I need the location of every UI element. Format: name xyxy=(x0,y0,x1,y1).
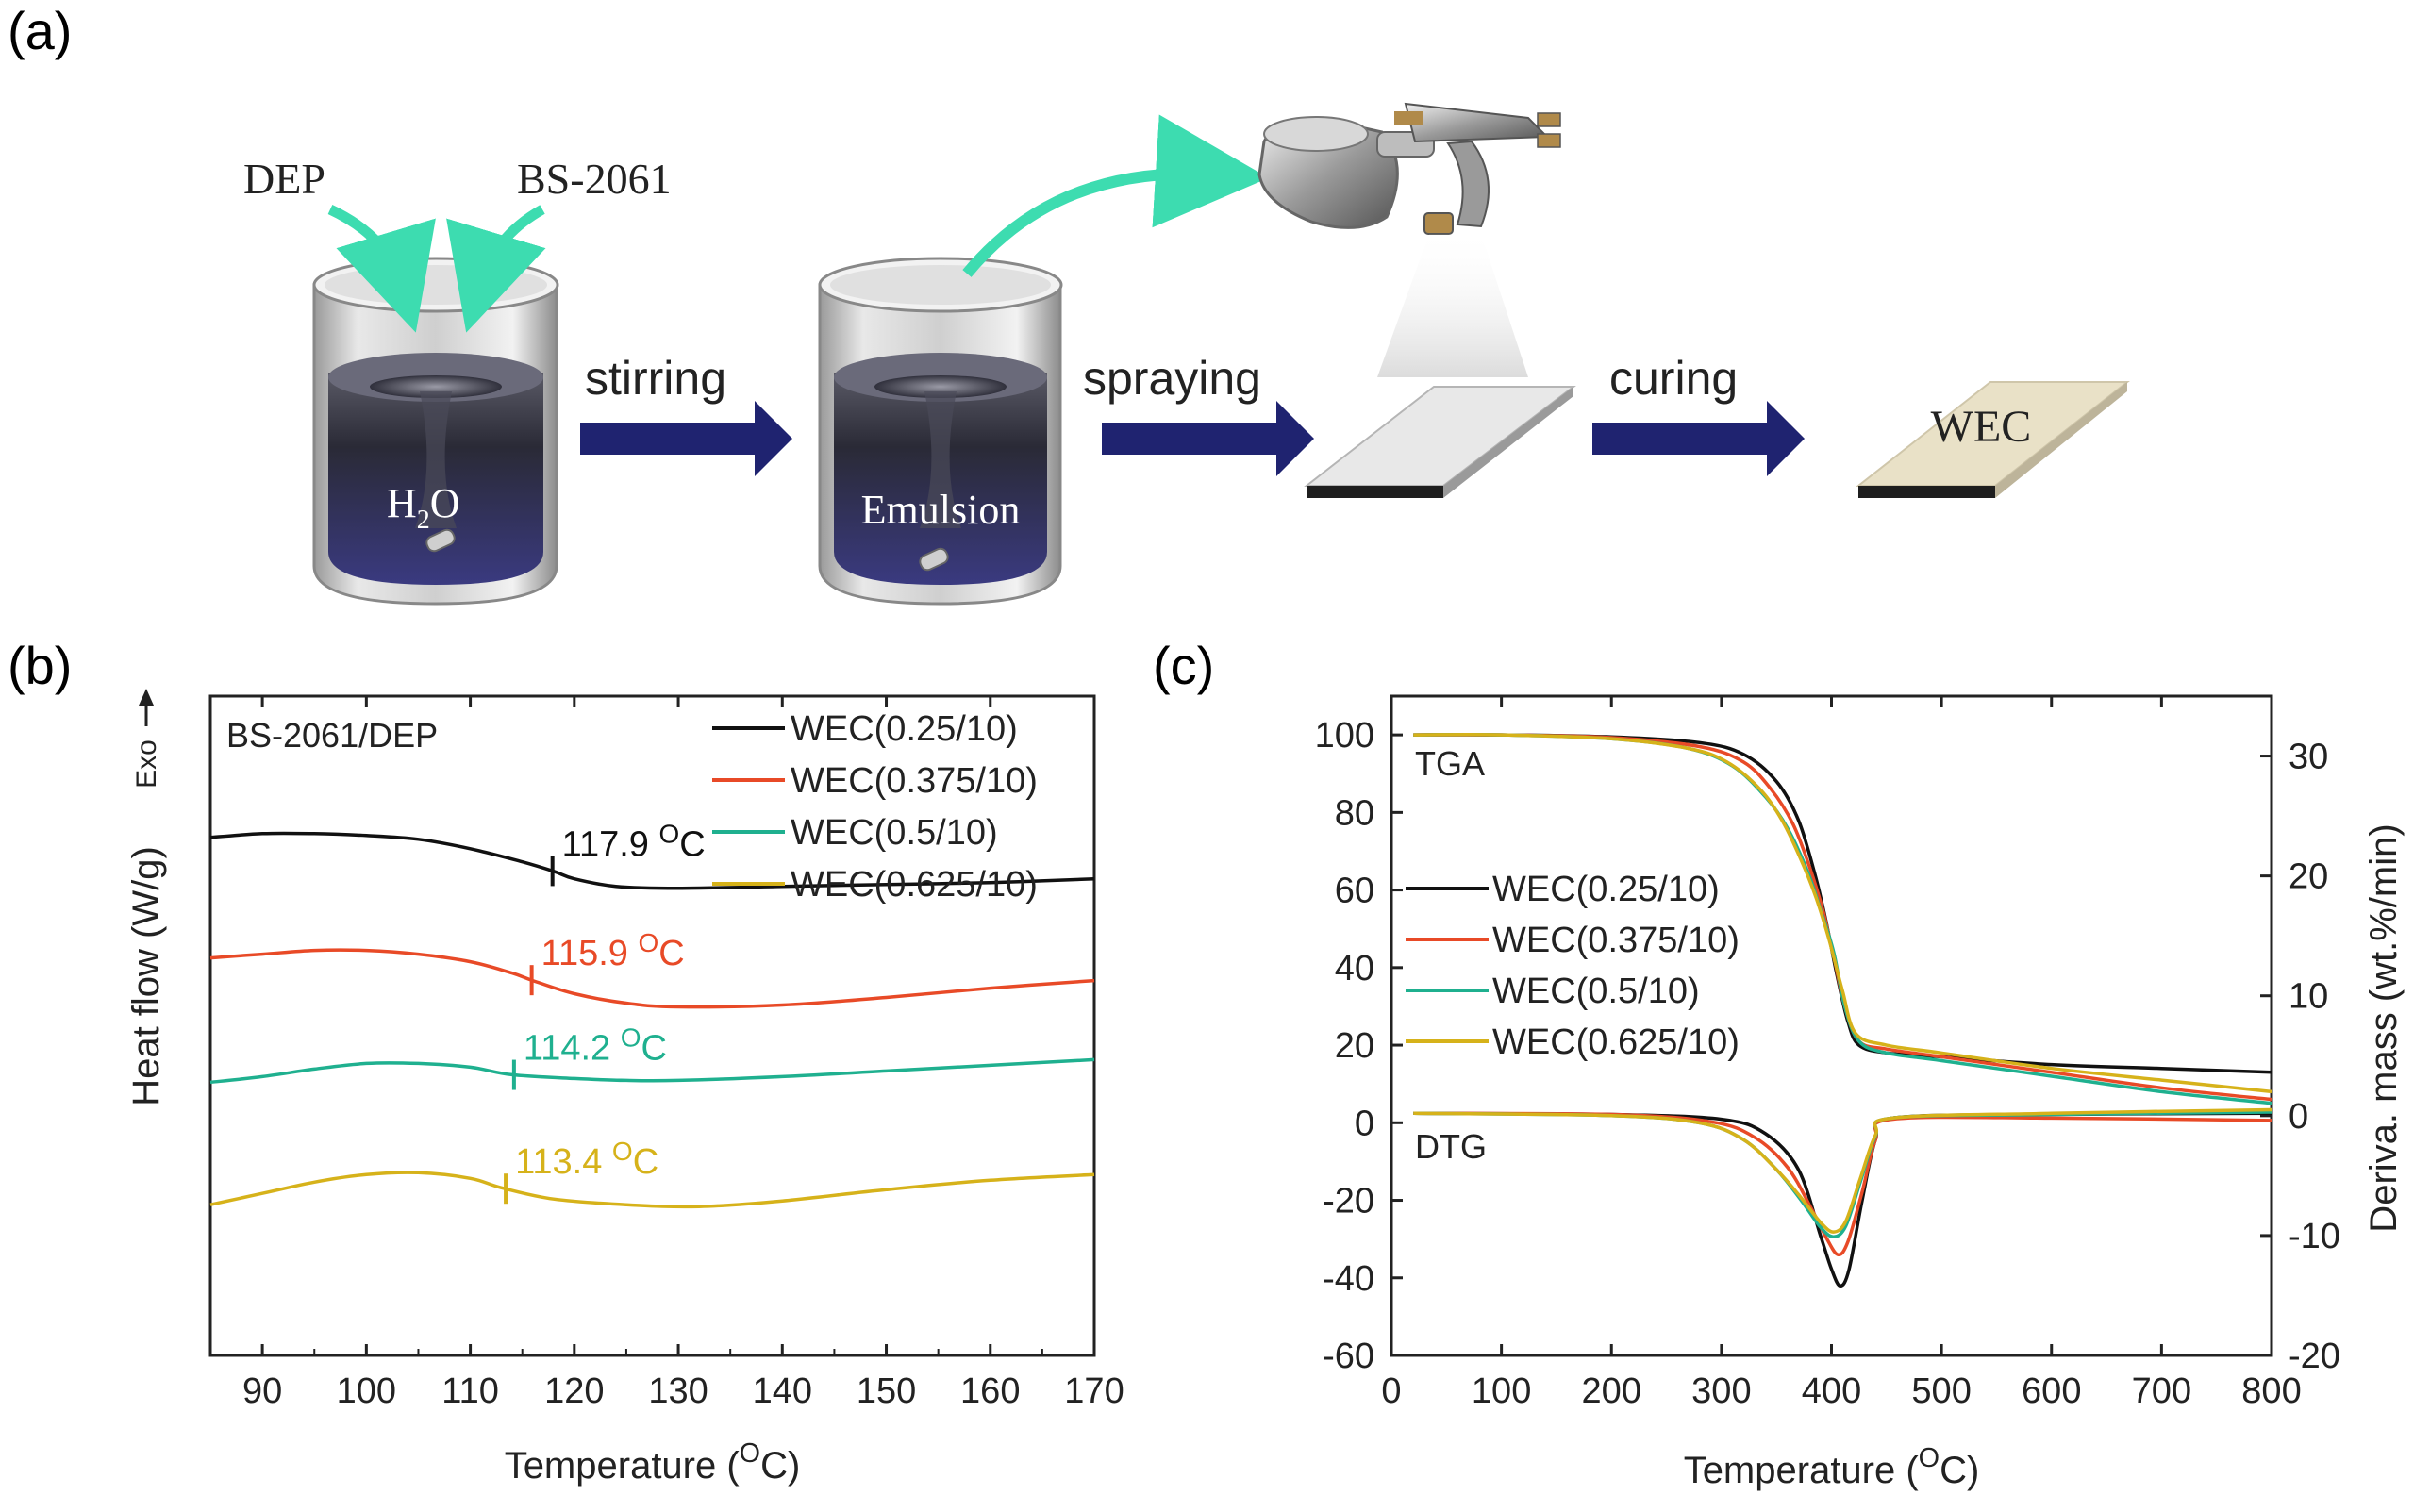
x-tick-label: 120 xyxy=(544,1371,604,1411)
y2-tick-label: 30 xyxy=(2289,738,2328,777)
spray-cone xyxy=(1377,234,1528,377)
stirring-arrow-icon xyxy=(580,401,792,476)
step-stirring-label: stirring xyxy=(585,352,726,405)
x-tick-label: 90 xyxy=(242,1371,282,1411)
legend-label: WEC(0.375/10) xyxy=(1492,921,1740,960)
bs-arrow-icon xyxy=(446,205,546,333)
x-tick-label: 100 xyxy=(1472,1371,1531,1411)
x-tick-label: 170 xyxy=(1064,1371,1124,1411)
series-line xyxy=(209,1171,1095,1209)
x-tick-label: 100 xyxy=(337,1371,396,1411)
dtg-series-line xyxy=(1413,1110,2272,1238)
y-tick-label: -40 xyxy=(1323,1259,1374,1299)
exo-arrow-head-icon xyxy=(139,689,154,706)
transfer-arrow-icon xyxy=(962,114,1269,277)
y-tick-label: 40 xyxy=(1335,949,1374,989)
x-tick-label: 200 xyxy=(1582,1371,1641,1411)
chart-b: 90 100 110 120 130 140 150 160 170 Temperature (O… xyxy=(125,689,1124,1487)
step-curing-label: curing xyxy=(1609,352,1738,405)
x-tick-label: 700 xyxy=(2132,1371,2191,1411)
x-tick-label: 110 xyxy=(441,1371,499,1411)
annotation-label: BS-2061/DEP xyxy=(226,716,438,755)
x-tick-label: 0 xyxy=(1381,1371,1401,1411)
y-tick-label: 20 xyxy=(1335,1026,1374,1066)
tg-label: 114.2 OC xyxy=(524,1023,667,1069)
x-tick-label: 800 xyxy=(2241,1371,2301,1411)
legend-label: WEC(0.25/10) xyxy=(1492,870,1720,909)
legend-label: WEC(0.625/10) xyxy=(1492,1022,1740,1062)
x-tick-label: 500 xyxy=(1911,1371,1971,1411)
y-axis-label: Heat flow (W/g) xyxy=(125,846,167,1106)
x-tick-label: 600 xyxy=(2022,1371,2081,1411)
spray-gun-icon xyxy=(1257,102,1561,235)
dtg-series-line xyxy=(1413,1111,2272,1256)
product-wec-label: WEC xyxy=(1931,402,2032,452)
tg-label: 117.9 OC xyxy=(562,819,706,864)
y-tick-label: 80 xyxy=(1335,793,1374,833)
x-axis-label: Temperature (OC) xyxy=(1684,1443,1980,1491)
panel-label-b: (b) xyxy=(8,636,72,695)
x-tick-label: 400 xyxy=(1802,1371,1861,1411)
x-tick-label: 160 xyxy=(960,1371,1020,1411)
legend-label: WEC(0.25/10) xyxy=(791,709,1018,749)
beaker-2-label: Emulsion xyxy=(861,487,1021,533)
curing-arrow-icon xyxy=(1592,401,1805,476)
panel-label-c: (c) xyxy=(1153,636,1214,695)
step-spraying-label: spraying xyxy=(1083,352,1261,405)
beaker-2 xyxy=(818,257,1063,606)
spraying-arrow-icon xyxy=(1102,401,1314,476)
tga-label: TGA xyxy=(1415,744,1485,783)
stir-bar-icon xyxy=(919,547,949,572)
x-tick-label: 300 xyxy=(1691,1371,1751,1411)
tga-series-line xyxy=(1413,733,2272,1094)
beaker-1 xyxy=(312,257,559,606)
series-line xyxy=(209,1057,1095,1085)
reagent-bs-label: BS-2061 xyxy=(517,155,672,203)
y-tick-label: 60 xyxy=(1335,872,1374,911)
series-line xyxy=(209,948,1095,1009)
reagent-dep-label: DEP xyxy=(243,155,325,203)
plot-frame xyxy=(208,694,1096,1357)
y2-tick-label: 10 xyxy=(2289,977,2328,1017)
stir-bar-icon xyxy=(425,528,456,553)
chart-c: 0 100 200 300 400 500 600 700 800-60-40-20020406… xyxy=(1315,694,2405,1491)
panel-label-a: (a) xyxy=(8,1,72,60)
y-tick-label: 0 xyxy=(1355,1104,1374,1143)
y-tick-label: 100 xyxy=(1315,716,1374,756)
x-axis-label: Temperature (OC) xyxy=(505,1438,801,1487)
dep-arrow-icon xyxy=(327,205,436,333)
y2-tick-label: -10 xyxy=(2289,1217,2340,1256)
tg-label: 113.4 OC xyxy=(515,1137,658,1182)
tg-label: 115.9 OC xyxy=(541,928,685,973)
y2-axis-label: Deriva. mass (wt.%/min) xyxy=(2363,823,2405,1232)
y2-tick-label: 20 xyxy=(2289,857,2328,897)
y-tick-label: -20 xyxy=(1323,1182,1374,1221)
legend-label: WEC(0.375/10) xyxy=(791,761,1038,801)
legend-label: WEC(0.5/10) xyxy=(1492,972,1700,1011)
dtg-series-line xyxy=(1413,1111,2272,1288)
series-line xyxy=(209,831,1095,890)
legend-label: WEC(0.5/10) xyxy=(791,813,998,853)
beaker-1-label: H2O xyxy=(387,480,460,535)
dtg-series-line xyxy=(1413,1107,2272,1234)
blank-substrate xyxy=(1304,386,1576,498)
legend-label: WEC(0.625/10) xyxy=(791,865,1038,905)
x-tick-label: 130 xyxy=(648,1371,708,1411)
y2-tick-label: 0 xyxy=(2289,1097,2308,1137)
dtg-label: DTG xyxy=(1415,1127,1487,1166)
y-tick-label: -60 xyxy=(1323,1337,1374,1376)
exo-label: Exo xyxy=(131,739,162,789)
y2-tick-label: -20 xyxy=(2289,1337,2340,1376)
tga-series-line xyxy=(1413,733,2272,1102)
x-tick-label: 140 xyxy=(753,1371,812,1411)
wec-coated-substrate xyxy=(1856,381,2130,498)
x-tick-label: 150 xyxy=(857,1371,916,1411)
